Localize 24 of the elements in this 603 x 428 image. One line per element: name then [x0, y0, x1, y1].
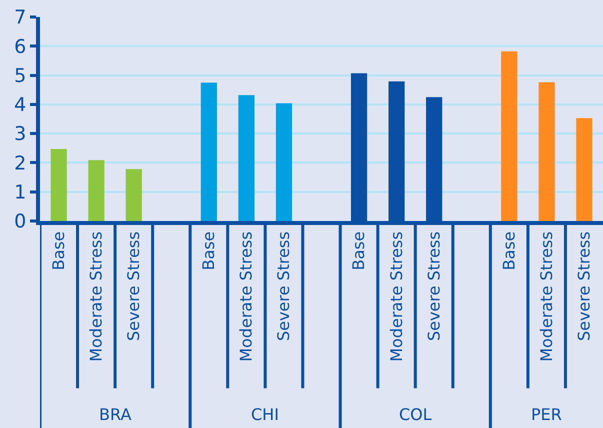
y-tick-label: 2	[14, 152, 26, 174]
x-tick-label: Moderate Stress	[236, 231, 256, 362]
x-tick-label: Severe Stress	[574, 231, 594, 342]
x-tick-label: Severe Stress	[124, 231, 144, 342]
x-tick-label: Severe Stress	[424, 231, 444, 342]
x-tick-label: Severe Stress	[274, 231, 294, 342]
x-tick-label: Moderate Stress	[386, 231, 406, 362]
y-tick-label: 5	[14, 64, 26, 87]
y-tick-label: 7	[14, 6, 26, 29]
y-tick-label: 6	[14, 36, 26, 58]
y-tick-label: 3	[14, 123, 26, 146]
x-tick-label: Moderate Stress	[536, 231, 556, 362]
y-tick-label: 1	[14, 182, 26, 204]
text: COL	[399, 405, 432, 424]
text: PER	[531, 405, 562, 424]
text: BRA	[99, 405, 132, 424]
x-tick-label: Base	[199, 231, 218, 270]
text: CHI	[251, 405, 279, 424]
x-tick-label: Base	[349, 231, 368, 270]
x-tick-label: Base	[48, 231, 68, 270]
x-tick-label: Moderate Stress	[86, 231, 106, 362]
y-tick-label: 0	[14, 210, 26, 233]
y-tick-label: 4	[14, 94, 26, 116]
x-tick-label: Base	[499, 231, 518, 270]
